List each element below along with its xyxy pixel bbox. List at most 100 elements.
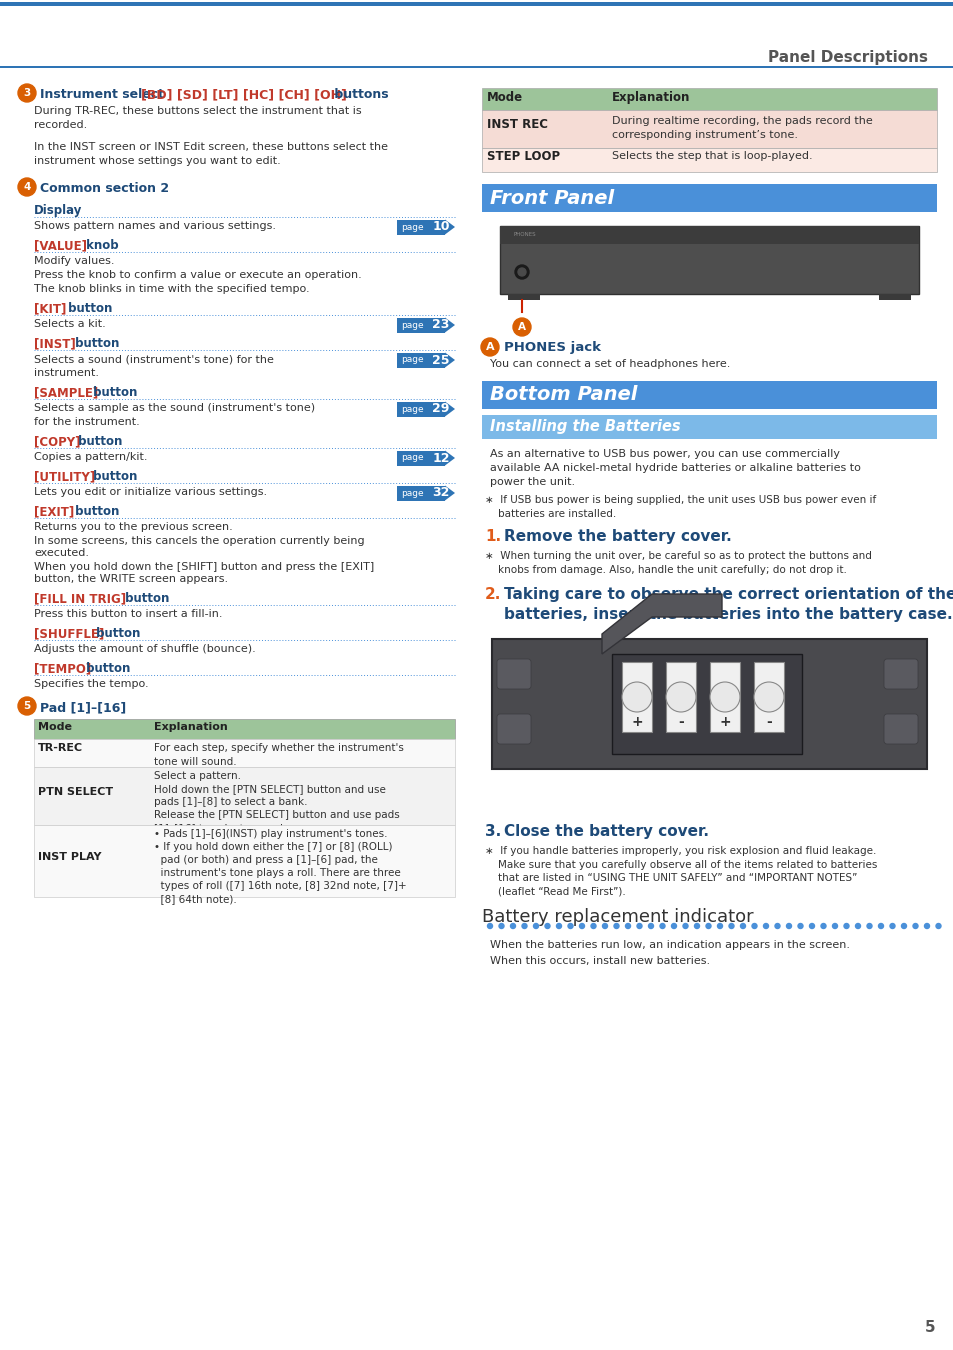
Bar: [0, 66, 953, 68]
Circle shape: [648, 923, 653, 929]
Bar: [621, 662, 651, 732]
Text: page: page: [400, 489, 423, 498]
Text: Returns you to the previous screen.: Returns you to the previous screen.: [34, 522, 233, 532]
Text: You can connect a set of headphones here.: You can connect a set of headphones here…: [490, 359, 730, 369]
Circle shape: [625, 923, 630, 929]
Bar: [34, 738, 455, 767]
Circle shape: [785, 923, 791, 929]
Circle shape: [578, 923, 584, 929]
Polygon shape: [444, 352, 455, 367]
Text: [SAMPLE]: [SAMPLE]: [34, 386, 98, 400]
Text: Taking care to observe the correct orientation of the
batteries, insert the batt: Taking care to observe the correct orien…: [503, 587, 953, 622]
Bar: [34, 720, 455, 738]
Circle shape: [832, 923, 837, 929]
Text: In the INST screen or INST Edit screen, these buttons select the
instrument whos: In the INST screen or INST Edit screen, …: [34, 142, 388, 166]
Text: PHONES: PHONES: [514, 232, 536, 238]
Text: +: +: [719, 716, 730, 729]
Text: Selects a sample as the sound (instrument's tone): Selects a sample as the sound (instrumen…: [34, 404, 314, 413]
Text: [EXIT]: [EXIT]: [34, 505, 74, 518]
Text: Copies a pattern/kit.: Copies a pattern/kit.: [34, 452, 148, 462]
Circle shape: [671, 923, 676, 929]
Bar: [396, 401, 444, 417]
Text: 3: 3: [24, 88, 30, 99]
Text: Selects the step that is loop-played.: Selects the step that is loop-played.: [612, 151, 812, 161]
Bar: [507, 294, 539, 300]
Text: A: A: [485, 342, 494, 352]
Bar: [481, 109, 936, 148]
Text: Press this button to insert a fill-in.: Press this button to insert a fill-in.: [34, 609, 222, 620]
Text: Mode: Mode: [38, 722, 71, 732]
Text: Explanation: Explanation: [153, 722, 228, 732]
Text: buttons: buttons: [330, 88, 388, 101]
Text: • Pads [1]–[6](INST) play instrument's tones.
• If you hold down either the [7] : • Pads [1]–[6](INST) play instrument's t…: [153, 829, 406, 904]
Bar: [499, 225, 918, 294]
Circle shape: [821, 923, 825, 929]
Polygon shape: [444, 451, 455, 466]
Polygon shape: [444, 317, 455, 332]
Bar: [396, 451, 444, 466]
FancyBboxPatch shape: [883, 659, 917, 688]
Bar: [396, 486, 444, 501]
Circle shape: [637, 923, 641, 929]
Circle shape: [762, 923, 768, 929]
Text: 4: 4: [23, 182, 30, 192]
Circle shape: [728, 923, 733, 929]
Circle shape: [753, 682, 783, 711]
Bar: [499, 225, 918, 244]
Circle shape: [556, 923, 561, 929]
Text: ∗  If USB bus power is being supplied, the unit uses USB bus power even if
    b: ∗ If USB bus power is being supplied, th…: [484, 495, 876, 518]
Circle shape: [590, 923, 596, 929]
Text: 32: 32: [432, 486, 449, 500]
Text: Battery replacement indicator: Battery replacement indicator: [481, 909, 753, 926]
Text: During realtime recording, the pads record the
corresponding instrument’s tone.: During realtime recording, the pads reco…: [612, 116, 872, 140]
Circle shape: [717, 923, 721, 929]
Text: Pad [1]–[16]: Pad [1]–[16]: [40, 701, 126, 714]
FancyBboxPatch shape: [497, 714, 531, 744]
Text: Adjusts the amount of shuffle (bounce).: Adjusts the amount of shuffle (bounce).: [34, 644, 255, 653]
Text: button: button: [91, 626, 140, 640]
Circle shape: [751, 923, 757, 929]
Text: page: page: [400, 223, 423, 231]
Circle shape: [709, 682, 740, 711]
FancyBboxPatch shape: [883, 714, 917, 744]
Polygon shape: [444, 486, 455, 501]
Circle shape: [480, 338, 498, 356]
Circle shape: [602, 923, 607, 929]
Circle shape: [18, 697, 36, 716]
Text: 25: 25: [432, 354, 449, 366]
Circle shape: [866, 923, 871, 929]
Circle shape: [901, 923, 905, 929]
Bar: [481, 184, 936, 212]
Text: page: page: [400, 320, 423, 329]
Circle shape: [659, 923, 664, 929]
Text: 10: 10: [432, 220, 449, 234]
Text: 1.: 1.: [484, 529, 500, 544]
Text: INST PLAY: INST PLAY: [38, 852, 101, 863]
Text: Press the knob to confirm a value or execute an operation.: Press the knob to confirm a value or exe…: [34, 270, 361, 279]
Circle shape: [935, 923, 940, 929]
Text: Select a pattern.
Hold down the [PTN SELECT] button and use
pads [1]–[8] to sele: Select a pattern. Hold down the [PTN SEL…: [153, 771, 399, 833]
Circle shape: [521, 923, 526, 929]
Text: 2.: 2.: [484, 587, 501, 602]
Circle shape: [878, 923, 882, 929]
Circle shape: [705, 923, 710, 929]
Text: button: button: [82, 662, 131, 675]
Text: When this occurs, install new batteries.: When this occurs, install new batteries.: [490, 956, 709, 967]
Text: In some screens, this cancels the operation currently being: In some screens, this cancels the operat…: [34, 536, 364, 545]
Bar: [34, 825, 455, 896]
Circle shape: [498, 923, 503, 929]
Text: Lets you edit or initialize various settings.: Lets you edit or initialize various sett…: [34, 487, 267, 497]
Polygon shape: [444, 220, 455, 235]
Text: knob: knob: [82, 239, 118, 252]
Circle shape: [774, 923, 780, 929]
Text: PTN SELECT: PTN SELECT: [38, 787, 113, 796]
Circle shape: [797, 923, 802, 929]
Circle shape: [515, 265, 529, 279]
Text: button: button: [71, 505, 119, 518]
Bar: [481, 148, 936, 171]
Text: Front Panel: Front Panel: [490, 189, 614, 208]
Text: button: button: [71, 338, 119, 350]
Text: When the batteries run low, an indication appears in the screen.: When the batteries run low, an indicatio…: [490, 940, 849, 950]
Circle shape: [517, 269, 525, 275]
Text: for the instrument.: for the instrument.: [34, 417, 139, 427]
